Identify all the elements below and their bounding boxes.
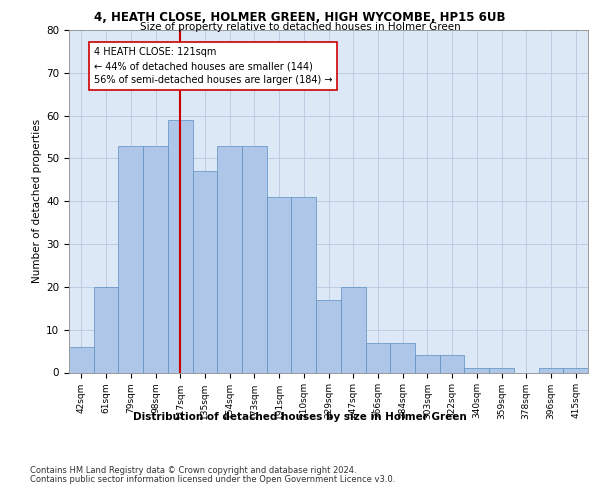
Bar <box>267 197 292 372</box>
Bar <box>242 146 267 372</box>
Text: Distribution of detached houses by size in Holmer Green: Distribution of detached houses by size … <box>133 412 467 422</box>
Bar <box>118 146 143 372</box>
Text: Contains HM Land Registry data © Crown copyright and database right 2024.: Contains HM Land Registry data © Crown c… <box>30 466 356 475</box>
Text: 4, HEATH CLOSE, HOLMER GREEN, HIGH WYCOMBE, HP15 6UB: 4, HEATH CLOSE, HOLMER GREEN, HIGH WYCOM… <box>94 11 506 24</box>
Bar <box>440 356 464 372</box>
Bar <box>217 146 242 372</box>
Bar <box>341 287 365 372</box>
Bar <box>415 356 440 372</box>
Bar <box>390 342 415 372</box>
Bar <box>69 347 94 372</box>
Bar <box>316 300 341 372</box>
Bar <box>292 197 316 372</box>
Bar <box>168 120 193 372</box>
Bar <box>365 342 390 372</box>
Bar <box>563 368 588 372</box>
Bar <box>464 368 489 372</box>
Bar <box>94 287 118 372</box>
Bar <box>193 172 217 372</box>
Bar <box>539 368 563 372</box>
Text: Size of property relative to detached houses in Holmer Green: Size of property relative to detached ho… <box>140 22 460 32</box>
Y-axis label: Number of detached properties: Number of detached properties <box>32 119 42 284</box>
Bar <box>143 146 168 372</box>
Text: 4 HEATH CLOSE: 121sqm
← 44% of detached houses are smaller (144)
56% of semi-det: 4 HEATH CLOSE: 121sqm ← 44% of detached … <box>94 47 332 85</box>
Text: Contains public sector information licensed under the Open Government Licence v3: Contains public sector information licen… <box>30 475 395 484</box>
Bar <box>489 368 514 372</box>
